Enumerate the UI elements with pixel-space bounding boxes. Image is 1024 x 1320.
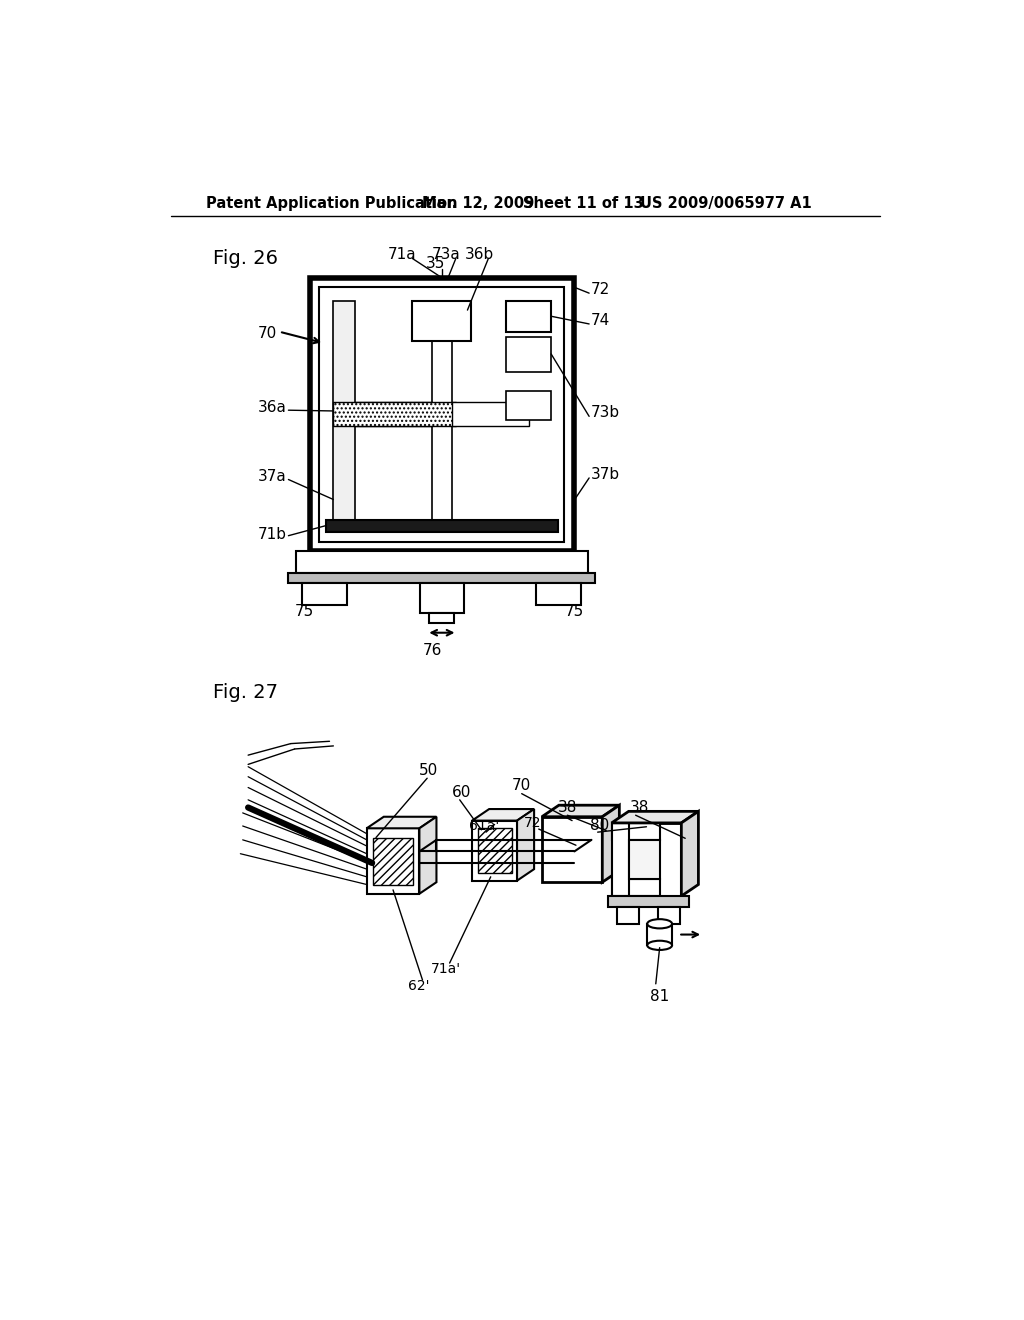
Bar bbox=[452, 403, 528, 425]
Polygon shape bbox=[367, 817, 436, 829]
Text: 73b: 73b bbox=[591, 405, 620, 420]
Bar bbox=[607, 896, 689, 907]
Text: 38: 38 bbox=[630, 800, 649, 814]
Bar bbox=[506, 301, 551, 331]
Bar bbox=[319, 286, 564, 543]
Ellipse shape bbox=[647, 919, 672, 928]
Text: 75: 75 bbox=[564, 603, 584, 619]
Bar bbox=[477, 829, 512, 873]
Polygon shape bbox=[472, 809, 535, 821]
Bar bbox=[611, 822, 629, 896]
Polygon shape bbox=[517, 809, 535, 880]
Bar bbox=[355, 403, 432, 425]
Bar bbox=[611, 822, 659, 840]
Polygon shape bbox=[542, 805, 620, 817]
Bar bbox=[373, 838, 414, 884]
Text: 61a': 61a' bbox=[469, 818, 500, 833]
Text: Patent Application Publication: Patent Application Publication bbox=[206, 195, 457, 211]
Text: 62': 62' bbox=[408, 979, 429, 993]
Text: 37a: 37a bbox=[257, 469, 286, 484]
Text: 60: 60 bbox=[452, 784, 471, 800]
Bar bbox=[611, 822, 659, 840]
Text: 36b: 36b bbox=[465, 247, 494, 263]
Bar bbox=[289, 573, 595, 583]
Text: Sheet 11 of 13: Sheet 11 of 13 bbox=[523, 195, 644, 211]
Bar bbox=[429, 612, 455, 623]
Polygon shape bbox=[611, 812, 698, 822]
Polygon shape bbox=[602, 805, 620, 882]
Text: 76: 76 bbox=[423, 643, 442, 657]
Text: 71b: 71b bbox=[257, 527, 287, 541]
Bar bbox=[537, 583, 582, 605]
Text: 50: 50 bbox=[419, 763, 438, 777]
Text: 75: 75 bbox=[295, 603, 314, 619]
Text: 71a': 71a' bbox=[431, 962, 461, 977]
Bar bbox=[658, 907, 680, 924]
Polygon shape bbox=[681, 812, 698, 896]
Ellipse shape bbox=[647, 941, 672, 950]
Text: 35: 35 bbox=[426, 256, 445, 272]
Bar bbox=[420, 583, 464, 612]
Bar bbox=[367, 829, 420, 894]
Bar bbox=[296, 552, 588, 573]
Text: Mar. 12, 2009: Mar. 12, 2009 bbox=[423, 195, 535, 211]
Bar bbox=[629, 840, 659, 879]
Bar bbox=[617, 907, 639, 924]
Text: 72': 72' bbox=[524, 816, 546, 830]
Text: 70: 70 bbox=[257, 326, 276, 341]
Text: Fig. 26: Fig. 26 bbox=[213, 249, 279, 268]
Bar bbox=[506, 391, 551, 420]
Text: 80: 80 bbox=[590, 818, 609, 833]
Bar bbox=[506, 337, 551, 372]
Text: 36a: 36a bbox=[257, 400, 287, 414]
Bar bbox=[310, 277, 573, 552]
Text: 72: 72 bbox=[591, 281, 610, 297]
Bar bbox=[326, 520, 558, 532]
Bar bbox=[334, 301, 355, 521]
Text: 74: 74 bbox=[591, 313, 610, 327]
Bar bbox=[647, 924, 672, 945]
Text: Fig. 27: Fig. 27 bbox=[213, 682, 279, 701]
Bar bbox=[432, 301, 452, 521]
Text: 81: 81 bbox=[650, 990, 670, 1005]
Bar bbox=[302, 583, 347, 605]
Polygon shape bbox=[420, 817, 436, 894]
Bar bbox=[611, 822, 681, 896]
Bar bbox=[334, 403, 456, 425]
Text: US 2009/0065977 A1: US 2009/0065977 A1 bbox=[640, 195, 811, 211]
Bar bbox=[472, 821, 517, 880]
Bar bbox=[542, 817, 602, 882]
Text: 38: 38 bbox=[558, 800, 578, 814]
Text: 73a: 73a bbox=[431, 247, 460, 263]
Bar bbox=[611, 879, 659, 896]
Text: 71a: 71a bbox=[387, 247, 416, 263]
Bar bbox=[413, 301, 471, 341]
Text: 37b: 37b bbox=[591, 466, 620, 482]
Text: 70: 70 bbox=[512, 779, 531, 793]
